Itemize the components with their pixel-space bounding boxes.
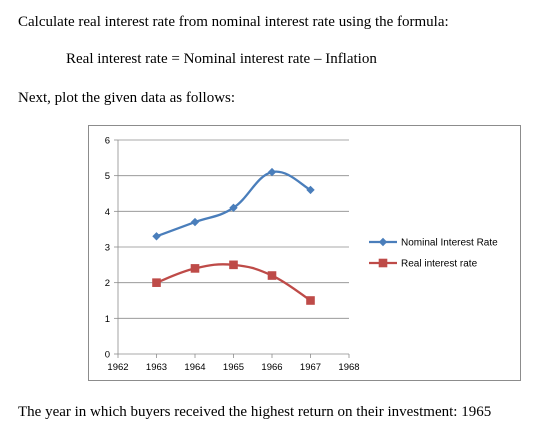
instruction-text: Next, plot the given data as follows: xyxy=(18,90,236,106)
real-interest-rate-point xyxy=(152,278,161,287)
legend-label-real-interest-rate: Real interest rate xyxy=(401,259,478,270)
answer-text: The year in which buyers received the hi… xyxy=(18,404,492,420)
nominal-interest-rate-point xyxy=(267,167,277,177)
real-interest-rate-point xyxy=(306,296,315,305)
nominal-interest-rate-point xyxy=(152,232,161,241)
y-tick-label: 0 xyxy=(105,350,110,361)
real-interest-rate-point xyxy=(267,271,277,280)
legend: Nominal Interest Rate Real interest rate xyxy=(369,238,498,270)
x-tick-label: 1963 xyxy=(146,362,167,373)
legend-label-nominal-interest-rate: Nominal Interest Rate xyxy=(401,238,498,249)
y-tick-label: 3 xyxy=(105,243,110,254)
real-interest-rate-point xyxy=(190,264,200,273)
x-tick-label: 1964 xyxy=(184,362,205,373)
y-tick-label: 4 xyxy=(105,207,110,218)
y-tick-label: 6 xyxy=(105,136,110,147)
nominal-interest-rate-point xyxy=(306,185,315,195)
y-tick-label: 5 xyxy=(105,171,110,182)
nominal-interest-rate-point xyxy=(229,203,238,212)
axes: 0 1 2 3 4 5 6 1962 1963 1964 1965 1966 1967 1968 xyxy=(105,136,360,374)
real-interest-rate-point xyxy=(229,260,238,270)
series-lines xyxy=(152,167,315,305)
y-tick-label: 1 xyxy=(105,314,110,325)
x-tick-label: 1965 xyxy=(223,362,244,373)
y-tick-label: 2 xyxy=(105,278,110,289)
nominal-interest-rate-point xyxy=(190,217,200,227)
legend-swatch-marker xyxy=(378,237,388,247)
gridlines xyxy=(118,139,349,319)
x-tick-label: 1967 xyxy=(300,362,321,373)
formula-text: Real interest rate = Nominal interest ra… xyxy=(66,51,377,67)
chart-frame: 0 1 2 3 4 5 6 1962 1963 1964 1965 1966 1967 1968 Nomi… xyxy=(88,125,521,381)
intro-text: Calculate real interest rate from nomina… xyxy=(18,14,449,30)
x-tick-label: 1968 xyxy=(338,362,359,373)
x-tick-label: 1962 xyxy=(107,362,128,373)
line-chart: 0 1 2 3 4 5 6 1962 1963 1964 1965 1966 1967 1968 Nomi… xyxy=(105,136,498,374)
x-tick-label: 1966 xyxy=(261,362,282,373)
legend-swatch-marker xyxy=(378,258,388,268)
